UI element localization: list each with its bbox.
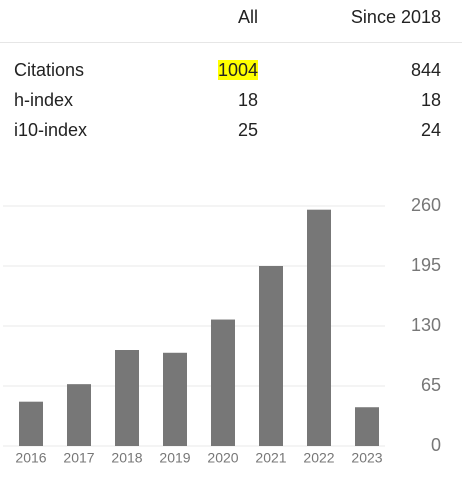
row-label: h-index xyxy=(14,90,74,110)
x-tick-label: 2018 xyxy=(111,450,142,466)
bar xyxy=(67,384,91,446)
y-tick-label: 0 xyxy=(431,435,441,455)
bar xyxy=(355,407,379,446)
cell: 25 xyxy=(237,120,258,140)
cell: 1004 xyxy=(217,60,258,80)
cell: 844 xyxy=(410,60,441,80)
column-header: Since 2018 xyxy=(350,7,441,27)
x-tick-label: 2016 xyxy=(15,450,46,466)
bar xyxy=(19,401,43,446)
bar xyxy=(115,350,139,446)
y-tick-label: 260 xyxy=(411,195,441,215)
cell: 24 xyxy=(420,120,441,140)
bar xyxy=(307,209,331,446)
y-tick-label: 130 xyxy=(411,315,441,335)
x-tick-label: 2017 xyxy=(63,450,94,466)
row-label: i10-index xyxy=(14,120,88,140)
x-tick-label: 2023 xyxy=(351,450,382,466)
cell: 18 xyxy=(237,90,258,110)
y-tick-label: 65 xyxy=(421,375,441,395)
x-tick-label: 2021 xyxy=(255,450,286,466)
row-label: Citations xyxy=(14,60,85,80)
bar xyxy=(163,352,187,446)
x-tick-label: 2022 xyxy=(303,450,334,466)
x-tick-label: 2019 xyxy=(159,450,190,466)
bar xyxy=(211,319,235,446)
divider xyxy=(0,42,462,43)
bar xyxy=(259,266,283,446)
cell: 18 xyxy=(420,90,441,110)
x-tick-label: 2020 xyxy=(207,450,238,466)
y-tick-label: 195 xyxy=(411,255,441,275)
column-header: All xyxy=(237,7,258,27)
